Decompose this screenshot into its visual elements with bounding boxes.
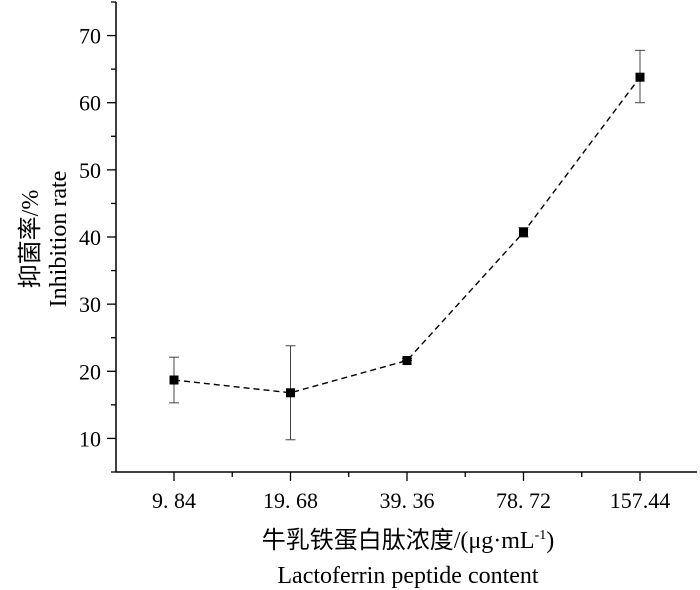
x-tick-label: 157.44 <box>610 488 671 513</box>
data-point <box>402 356 412 366</box>
data-point <box>169 375 179 385</box>
x-axis-title-close: ) <box>546 528 554 554</box>
x-axis-title-main: 牛乳铁蛋白肽浓度/(μg·mL <box>262 527 535 554</box>
y-tick-label: 70 <box>79 24 101 49</box>
x-axis-title-en: Lactoferrin peptide content <box>277 563 539 589</box>
y-ticks: 10 20 30 40 50 60 70 <box>79 1 116 473</box>
x-tick-label: 78. 72 <box>496 488 551 513</box>
x-axis-title-superscript: -1 <box>535 528 547 543</box>
series <box>169 49 645 441</box>
x-tick-label: 9. 84 <box>152 488 196 513</box>
y-tick-label: 20 <box>79 359 101 384</box>
y-tick-label: 30 <box>79 292 101 317</box>
y-tick-label: 50 <box>79 158 101 183</box>
data-point <box>286 388 295 398</box>
x-tick-label: 19. 68 <box>263 488 318 513</box>
series-line <box>173 76 641 394</box>
data-point <box>635 72 645 82</box>
y-axis-title-en: Inhibition rate <box>46 171 72 308</box>
y-tick-label: 40 <box>79 225 101 250</box>
x-tick-label: 39. 36 <box>380 488 435 513</box>
x-ticks: 9. 84 19. 68 39. 36 78. 72 157.44 <box>152 472 670 513</box>
y-tick-label: 10 <box>79 426 101 451</box>
axes <box>115 2 697 473</box>
y-axis-title-cn: 抑菌率/% <box>17 190 44 289</box>
data-point <box>519 227 528 237</box>
x-axis-title-cn: 牛乳铁蛋白肽浓度/(μg·mL-1) <box>262 527 555 554</box>
y-tick-label: 60 <box>79 91 101 116</box>
